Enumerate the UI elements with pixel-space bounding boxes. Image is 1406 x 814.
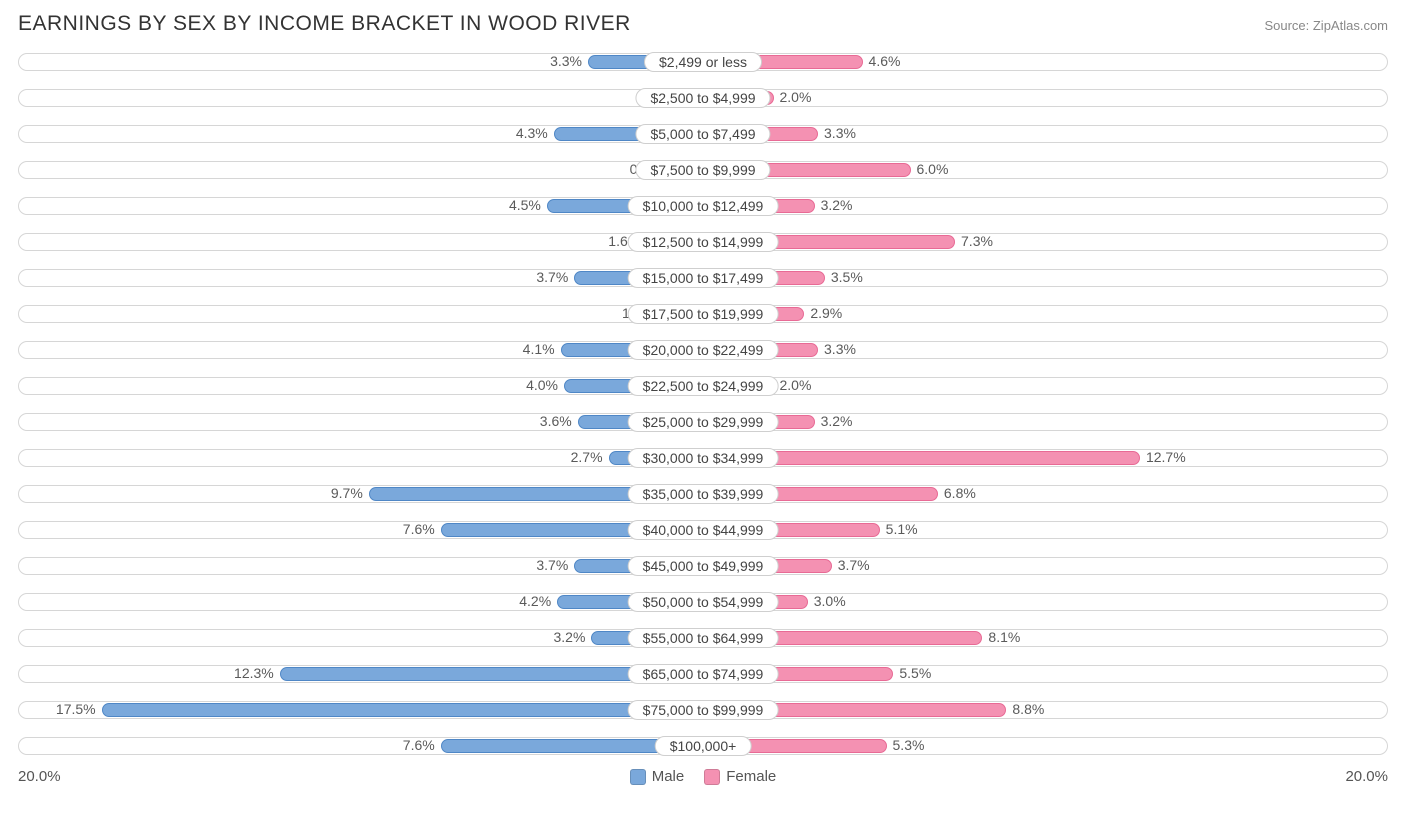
value-male: 4.1%	[523, 341, 555, 357]
chart-row: 4.2% 3.0% $50,000 to $54,999	[18, 586, 1388, 618]
chart-header: EARNINGS BY SEX BY INCOME BRACKET IN WOO…	[18, 12, 1388, 36]
value-male: 2.7%	[571, 449, 603, 465]
value-female: 3.3%	[824, 125, 856, 141]
legend-female: Female	[704, 768, 776, 785]
bar-track-female	[703, 305, 1388, 323]
value-female: 2.9%	[810, 305, 842, 321]
bracket-label: $30,000 to $34,999	[628, 448, 779, 468]
bracket-label: $25,000 to $29,999	[628, 412, 779, 432]
chart-row: 3.7% 3.5% $15,000 to $17,499	[18, 262, 1388, 294]
bracket-label: $55,000 to $64,999	[628, 628, 779, 648]
value-female: 4.6%	[869, 53, 901, 69]
axis-left-max: 20.0%	[18, 768, 61, 785]
chart-row: 17.5% 8.8% $75,000 to $99,999	[18, 694, 1388, 726]
value-female: 3.2%	[821, 413, 853, 429]
chart-title: EARNINGS BY SEX BY INCOME BRACKET IN WOO…	[18, 12, 631, 36]
value-male: 9.7%	[331, 485, 363, 501]
value-male: 4.0%	[526, 377, 558, 393]
value-male: 7.6%	[403, 737, 435, 753]
chart-row: 0.75%6.0%$7,500 to $9,999	[18, 154, 1388, 186]
chart-row: 0.37%2.0%$2,500 to $4,999	[18, 82, 1388, 114]
bracket-label: $7,500 to $9,999	[635, 160, 770, 180]
bracket-label: $45,000 to $49,999	[628, 556, 779, 576]
value-male: 4.2%	[519, 593, 551, 609]
bar-track-male	[18, 89, 703, 107]
bracket-label: $15,000 to $17,499	[628, 268, 779, 288]
bracket-label: $65,000 to $74,999	[628, 664, 779, 684]
value-female: 2.0%	[780, 89, 812, 105]
value-female: 5.5%	[899, 665, 931, 681]
chart-row: 3.3% 4.6% $2,499 or less	[18, 46, 1388, 78]
legend-male: Male	[630, 768, 685, 785]
value-female: 8.8%	[1012, 701, 1044, 717]
chart-row: 3.6% 3.2% $25,000 to $29,999	[18, 406, 1388, 438]
chart-row: 4.5% 3.2% $10,000 to $12,499	[18, 190, 1388, 222]
bracket-label: $20,000 to $22,499	[628, 340, 779, 360]
bar-track-male	[18, 305, 703, 323]
bracket-label: $40,000 to $44,999	[628, 520, 779, 540]
value-female: 3.5%	[831, 269, 863, 285]
value-male: 4.5%	[509, 197, 541, 213]
axis-right-max: 20.0%	[1345, 768, 1388, 785]
value-female: 5.1%	[886, 521, 918, 537]
chart-row: 9.7% 6.8% $35,000 to $39,999	[18, 478, 1388, 510]
bracket-label: $22,500 to $24,999	[628, 376, 779, 396]
bar-male	[102, 703, 701, 717]
bracket-label: $75,000 to $99,999	[628, 700, 779, 720]
bracket-label: $50,000 to $54,999	[628, 592, 779, 612]
legend-female-swatch	[704, 769, 720, 785]
chart-row: 1.6%7.3%$12,500 to $14,999	[18, 226, 1388, 258]
value-female: 7.3%	[961, 233, 993, 249]
chart-row: 3.7% 3.7% $45,000 to $49,999	[18, 550, 1388, 582]
butterfly-chart: 3.3%4.6%$2,499 or less0.37%2.0%$2,500 to…	[18, 46, 1388, 762]
value-male: 3.7%	[536, 557, 568, 573]
value-male: 7.6%	[403, 521, 435, 537]
chart-footer: 20.0% Male Female 20.0%	[18, 768, 1388, 785]
value-male: 17.5%	[56, 701, 96, 717]
value-male: 3.6%	[540, 413, 572, 429]
bracket-label: $12,500 to $14,999	[628, 232, 779, 252]
bracket-label: $100,000+	[655, 736, 752, 756]
value-male: 12.3%	[234, 665, 274, 681]
value-male: 3.2%	[553, 629, 585, 645]
legend-female-label: Female	[726, 768, 776, 785]
value-female: 3.0%	[814, 593, 846, 609]
legend-male-swatch	[630, 769, 646, 785]
value-female: 3.7%	[838, 557, 870, 573]
chart-row: 4.3% 3.3% $5,000 to $7,499	[18, 118, 1388, 150]
chart-row: 7.6% 5.1% $40,000 to $44,999	[18, 514, 1388, 546]
value-male: 3.3%	[550, 53, 582, 69]
bar-track-male	[18, 161, 703, 179]
value-female: 3.3%	[824, 341, 856, 357]
chart-row: 4.1% 3.3% $20,000 to $22,499	[18, 334, 1388, 366]
bracket-label: $5,000 to $7,499	[635, 124, 770, 144]
bracket-label: $2,500 to $4,999	[635, 88, 770, 108]
chart-row: 7.6% 5.3% $100,000+	[18, 730, 1388, 762]
value-female: 8.1%	[988, 629, 1020, 645]
chart-row: 4.0% 2.0%$22,500 to $24,999	[18, 370, 1388, 402]
bracket-label: $2,499 or less	[644, 52, 762, 72]
legend: Male Female	[630, 768, 777, 785]
chart-row: 1.2%2.9%$17,500 to $19,999	[18, 298, 1388, 330]
value-male: 4.3%	[516, 125, 548, 141]
value-female: 6.8%	[944, 485, 976, 501]
value-male: 3.7%	[536, 269, 568, 285]
value-female: 3.2%	[821, 197, 853, 213]
bracket-label: $10,000 to $12,499	[628, 196, 779, 216]
value-female: 6.0%	[917, 161, 949, 177]
bracket-label: $17,500 to $19,999	[628, 304, 779, 324]
chart-row: 3.2% 8.1% $55,000 to $64,999	[18, 622, 1388, 654]
legend-male-label: Male	[652, 768, 685, 785]
chart-row: 2.7% 12.7% $30,000 to $34,999	[18, 442, 1388, 474]
bracket-label: $35,000 to $39,999	[628, 484, 779, 504]
chart-source: Source: ZipAtlas.com	[1264, 18, 1388, 33]
bar-track-male	[18, 233, 703, 251]
chart-row: 12.3% 5.5% $65,000 to $74,999	[18, 658, 1388, 690]
value-female: 12.7%	[1146, 449, 1186, 465]
value-female: 2.0%	[780, 377, 812, 393]
value-female: 5.3%	[893, 737, 925, 753]
